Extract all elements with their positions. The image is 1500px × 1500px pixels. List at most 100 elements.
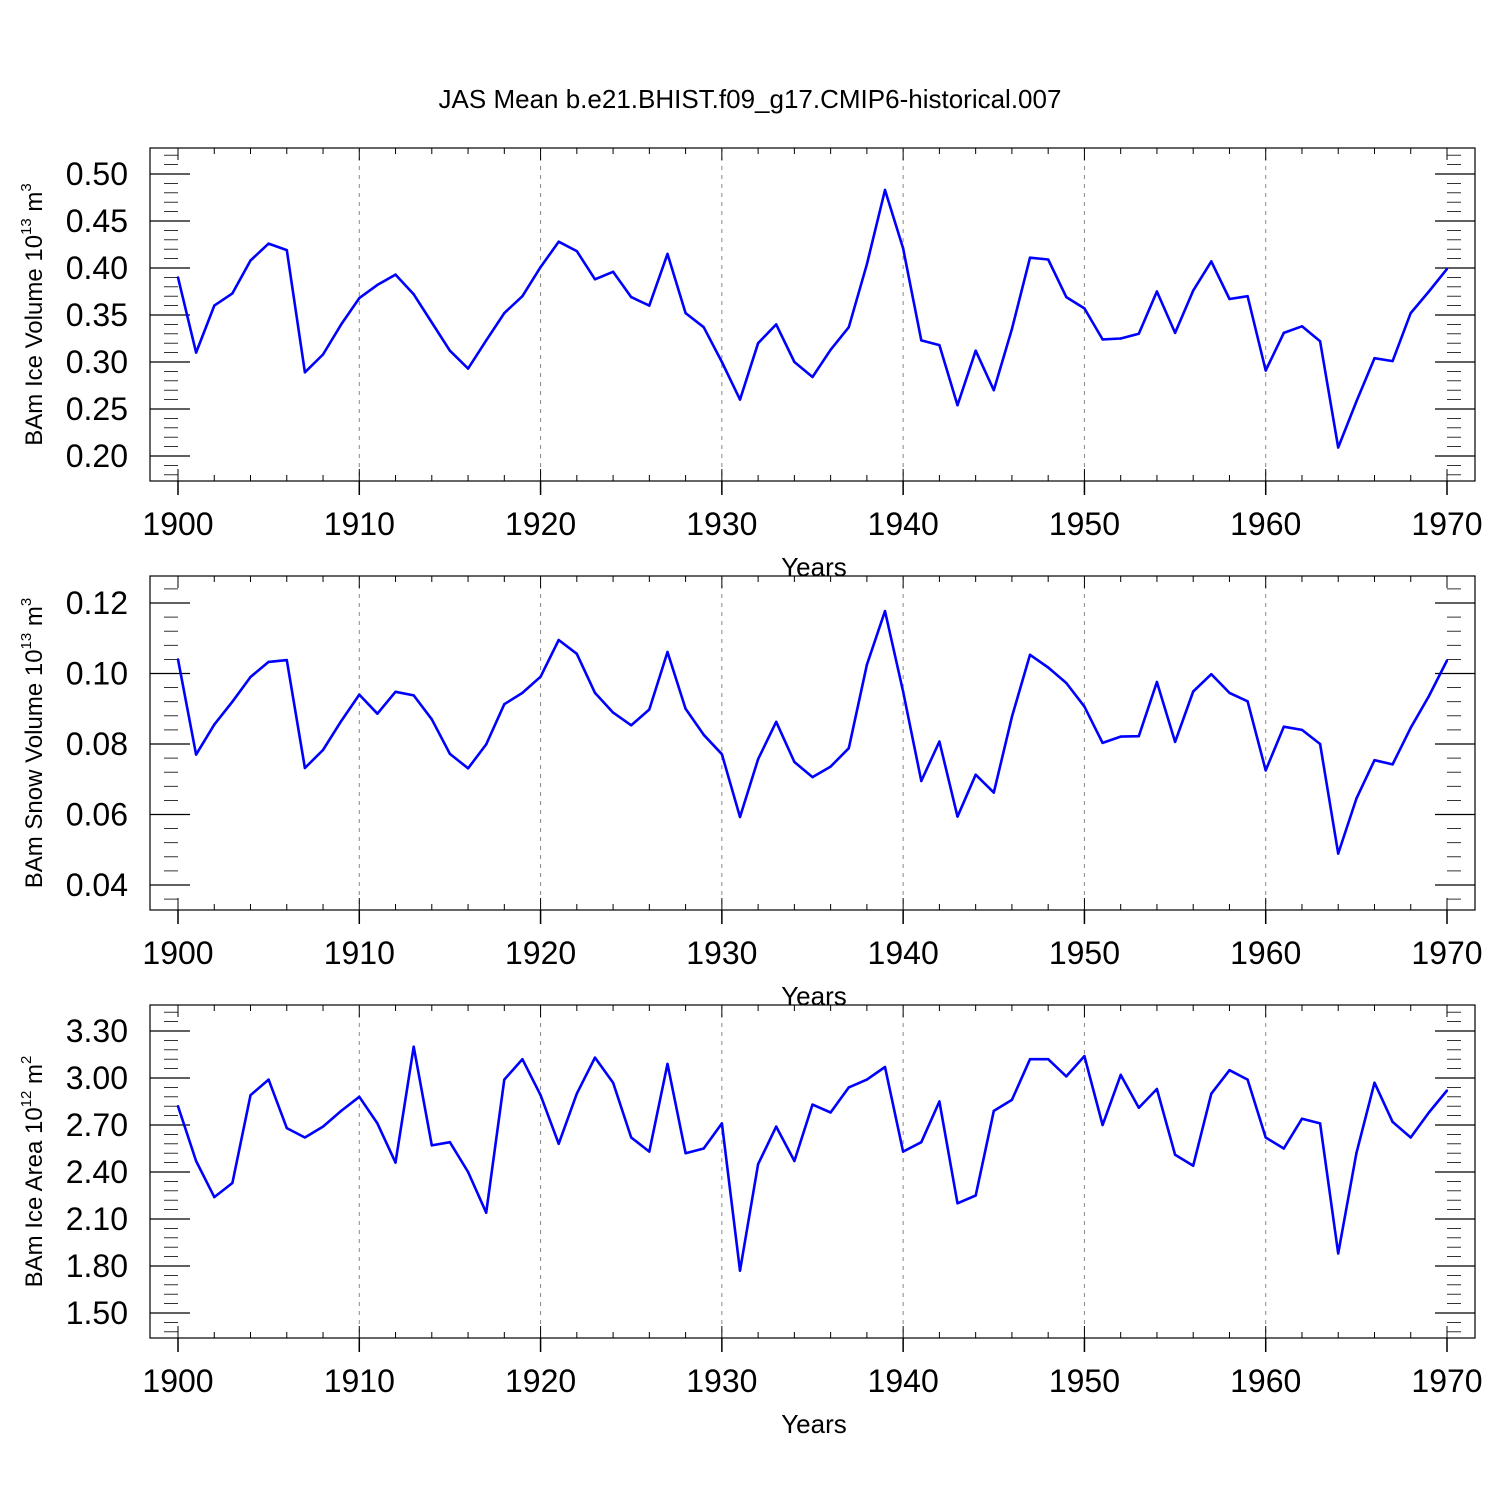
data-point bbox=[557, 638, 560, 642]
data-point bbox=[1119, 337, 1122, 340]
data-point bbox=[974, 773, 977, 776]
data-point bbox=[1355, 400, 1358, 403]
data-point bbox=[720, 753, 724, 756]
data-point bbox=[901, 247, 905, 250]
data-point bbox=[430, 321, 433, 324]
x-tick-label: 1900 bbox=[142, 1363, 213, 1399]
data-point bbox=[1155, 1087, 1159, 1091]
data-point bbox=[1192, 289, 1195, 292]
data-point bbox=[1137, 1106, 1141, 1109]
data-point bbox=[992, 1109, 995, 1113]
data-point bbox=[1137, 332, 1141, 335]
data-point bbox=[1010, 715, 1014, 719]
y-tick-label: 0.20 bbox=[66, 438, 128, 474]
y-tick-label: 0.35 bbox=[66, 297, 128, 333]
series-line bbox=[176, 188, 1449, 449]
data-point bbox=[484, 1211, 488, 1214]
data-point bbox=[448, 1141, 452, 1144]
data-point bbox=[648, 1150, 651, 1153]
x-axis-label: Years bbox=[781, 552, 847, 582]
data-point bbox=[1046, 666, 1050, 669]
data-point bbox=[484, 743, 488, 746]
data-point bbox=[1391, 1120, 1394, 1124]
data-point bbox=[611, 270, 615, 273]
x-tick-label: 1960 bbox=[1230, 506, 1301, 542]
data-point bbox=[539, 265, 542, 269]
y-axis-label-text: BAm Ice Volume 10 bbox=[21, 235, 48, 446]
y-axis-label-unit: m bbox=[21, 1064, 48, 1091]
x-tick-label: 1940 bbox=[868, 506, 939, 542]
data-point bbox=[738, 815, 742, 819]
data-point bbox=[1391, 763, 1394, 766]
data-point bbox=[339, 323, 343, 326]
y-axis-label-unit-exponent: 2 bbox=[18, 1056, 35, 1064]
data-point bbox=[339, 1109, 343, 1113]
ice-volume-panel: 1900 1910 1920 1930 1940 1950 1960 1970 Years 0.2… bbox=[18, 147, 1483, 582]
data-point bbox=[1409, 311, 1412, 315]
data-point bbox=[267, 1078, 270, 1081]
data-point bbox=[1228, 1068, 1231, 1072]
x-axis-label: Years bbox=[781, 1409, 847, 1439]
data-point bbox=[920, 779, 923, 783]
data-point bbox=[1427, 1111, 1431, 1114]
data-point bbox=[1355, 1152, 1358, 1155]
data-point bbox=[394, 690, 397, 694]
data-point bbox=[847, 747, 850, 750]
data-point bbox=[213, 304, 216, 307]
y-tick-label: 3.00 bbox=[66, 1060, 128, 1096]
data-point bbox=[1337, 446, 1340, 449]
data-point bbox=[1065, 681, 1068, 685]
x-tick-label: 1950 bbox=[1049, 506, 1120, 542]
data-point bbox=[448, 349, 452, 352]
data-point bbox=[1445, 1089, 1449, 1092]
data-point bbox=[793, 760, 796, 764]
data-point bbox=[648, 304, 651, 307]
data-point bbox=[1337, 852, 1340, 855]
data-point bbox=[865, 263, 869, 266]
data-point bbox=[702, 1147, 705, 1150]
data-point bbox=[231, 292, 234, 295]
x-tick-label: 1910 bbox=[324, 1363, 395, 1399]
data-point bbox=[630, 295, 633, 299]
y-axis-label: BAm Ice Volume 1013 m3 bbox=[18, 183, 48, 445]
data-point bbox=[611, 1081, 615, 1084]
data-point bbox=[249, 675, 252, 679]
x-axis-label: Years bbox=[781, 981, 847, 1011]
data-point bbox=[539, 1094, 542, 1097]
data-point bbox=[303, 766, 307, 770]
data-point bbox=[484, 339, 488, 342]
data-point bbox=[1300, 325, 1304, 328]
x-tick-label: 1900 bbox=[142, 506, 213, 542]
y-tick-label: 0.25 bbox=[66, 391, 128, 427]
data-point bbox=[1065, 295, 1068, 299]
data-point bbox=[1246, 295, 1249, 298]
data-point bbox=[738, 1269, 742, 1272]
data-point bbox=[412, 1045, 415, 1048]
data-point bbox=[1373, 759, 1376, 762]
data-point bbox=[938, 1100, 941, 1103]
data-point bbox=[1083, 705, 1086, 708]
data-point bbox=[1083, 1054, 1086, 1058]
page-title: JAS Mean b.e21.BHIST.f09_g17.CMIP6-histo… bbox=[438, 84, 1062, 114]
data-point bbox=[775, 1125, 778, 1128]
data-point bbox=[901, 690, 905, 693]
data-point bbox=[430, 1144, 433, 1147]
y-axis-label-exponent: 13 bbox=[18, 218, 35, 235]
data-point bbox=[466, 367, 470, 370]
data-point bbox=[358, 693, 361, 696]
data-point bbox=[1173, 1153, 1177, 1156]
data-point bbox=[575, 652, 579, 655]
data-point bbox=[720, 1122, 724, 1125]
x-tick-label: 1970 bbox=[1411, 506, 1482, 542]
data-point bbox=[267, 242, 270, 245]
data-point bbox=[466, 767, 470, 770]
data-point bbox=[756, 757, 760, 761]
data-point bbox=[1137, 735, 1141, 738]
data-point bbox=[793, 1159, 796, 1163]
data-point bbox=[1155, 290, 1159, 293]
data-point bbox=[883, 1065, 887, 1069]
data-point bbox=[285, 658, 288, 662]
data-point bbox=[539, 675, 542, 678]
y-tick-label: 0.04 bbox=[66, 867, 128, 903]
data-point bbox=[775, 720, 778, 723]
